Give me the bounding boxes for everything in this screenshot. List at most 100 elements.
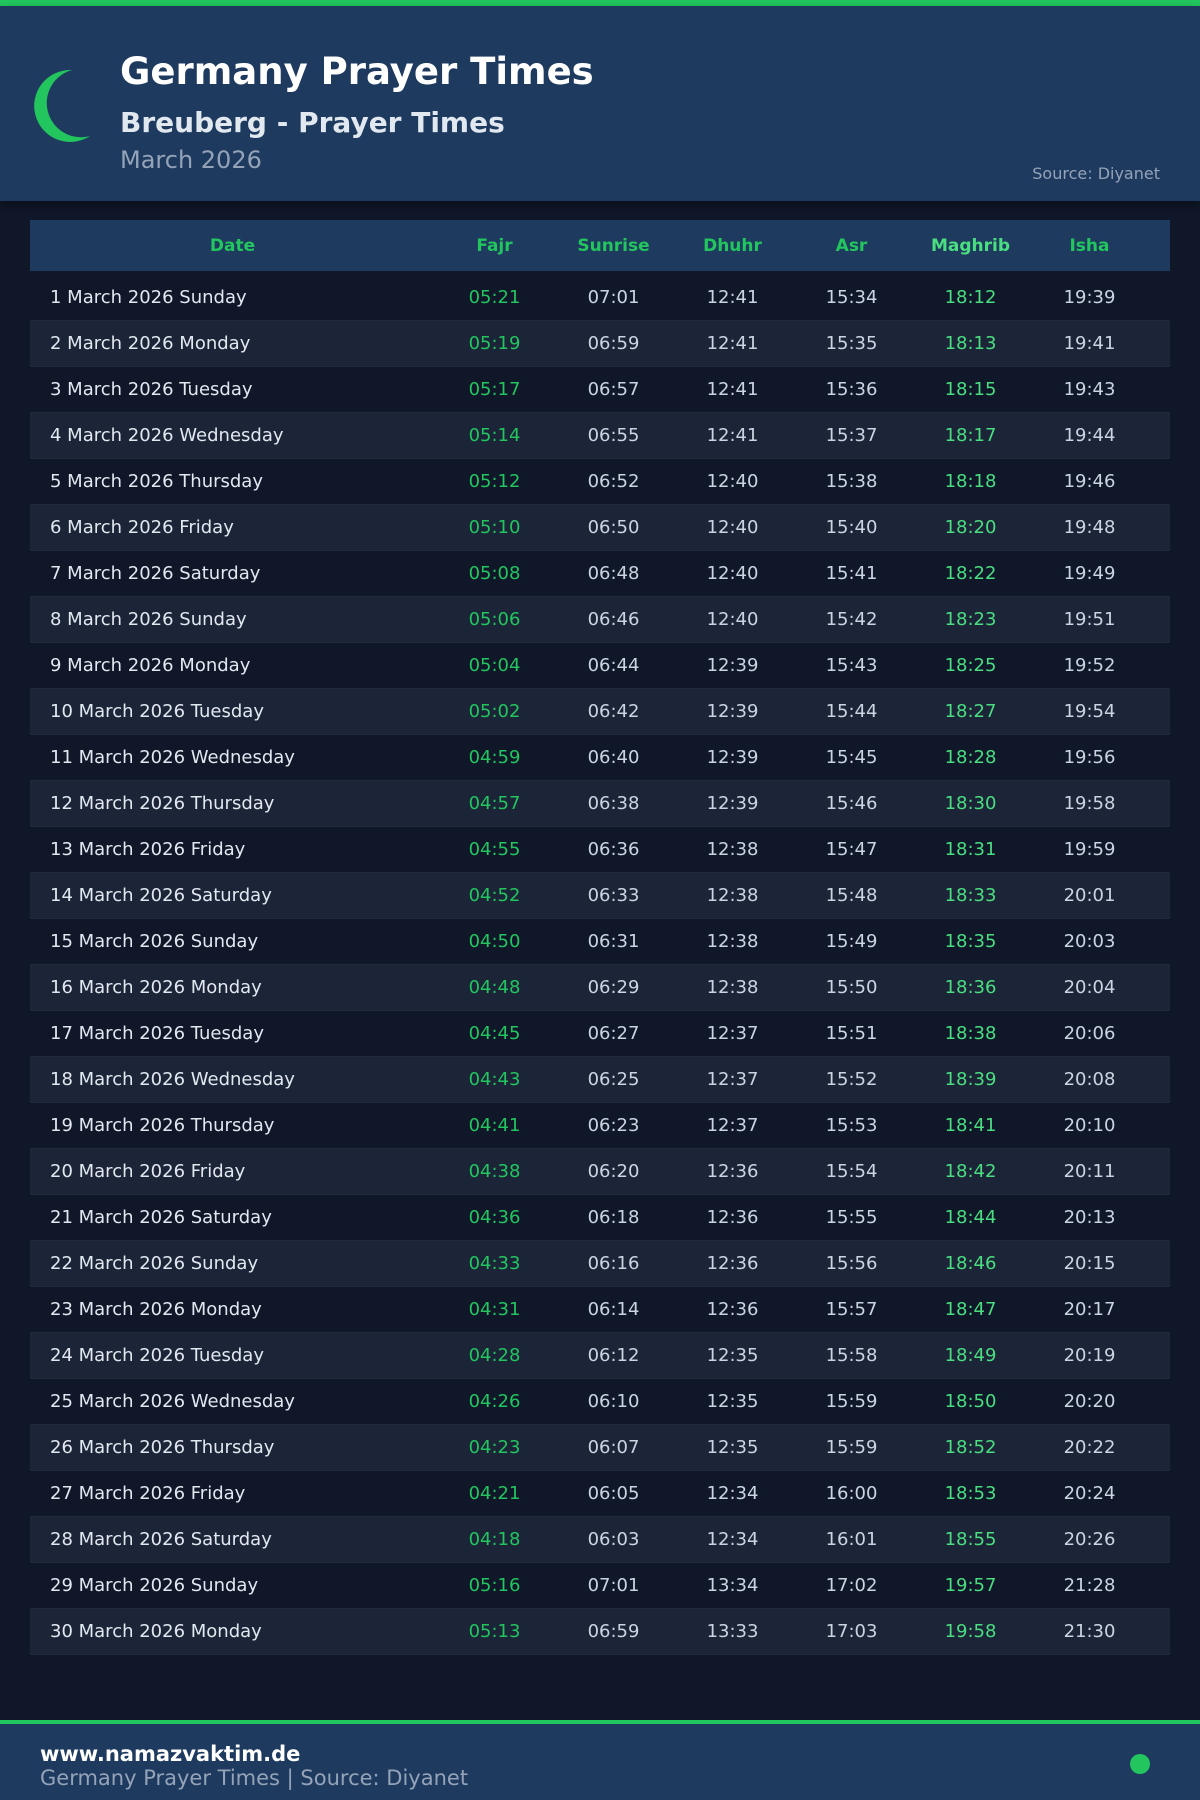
cell-sunrise: 07:01	[587, 287, 640, 308]
table-row: 1 March 2026 Sunday 05:21 07:01 12:41 15:34 1…	[30, 275, 1170, 321]
table-header-row: Date Fajr Sunrise Dhuhr Asr Maghrib Isha	[30, 220, 1170, 271]
cell-fajr: 05:16	[468, 1575, 521, 1596]
cell-date: 27 March 2026 Friday	[50, 1483, 246, 1504]
column-header-date: Date	[209, 235, 256, 256]
page-title: Germany Prayer Times	[120, 50, 594, 93]
cell-date: 7 March 2026 Saturday	[50, 563, 261, 584]
cell-isha: 19:54	[1063, 701, 1116, 722]
cell-asr: 16:00	[825, 1483, 878, 1504]
cell-asr: 15:48	[825, 885, 878, 906]
table-row: 9 March 2026 Monday 05:04 06:44 12:39 15:43 1…	[30, 643, 1170, 689]
cell-asr: 15:54	[825, 1161, 878, 1182]
cell-maghrib: 18:18	[944, 471, 997, 492]
prayer-times-table: Date Fajr Sunrise Dhuhr Asr Maghrib Isha 1 Mar…	[30, 220, 1170, 1655]
cell-asr: 15:46	[825, 793, 878, 814]
top-accent-bar	[0, 0, 1200, 6]
cell-maghrib: 18:44	[944, 1207, 997, 1228]
cell-dhuhr: 12:36	[706, 1253, 759, 1274]
cell-isha: 20:01	[1063, 885, 1116, 906]
cell-isha: 20:22	[1063, 1437, 1116, 1458]
page-header: Germany Prayer Times Breuberg - Prayer T…	[0, 6, 1200, 201]
cell-date: 10 March 2026 Tuesday	[50, 701, 264, 722]
cell-fajr: 05:21	[468, 287, 521, 308]
cell-fajr: 04:21	[468, 1483, 521, 1504]
cell-date: 25 March 2026 Wednesday	[50, 1391, 295, 1412]
cell-maghrib: 18:13	[944, 333, 997, 354]
cell-sunrise: 06:18	[587, 1207, 640, 1228]
cell-isha: 19:39	[1063, 287, 1116, 308]
cell-maghrib: 18:41	[944, 1115, 997, 1136]
cell-dhuhr: 12:38	[706, 931, 759, 952]
cell-isha: 19:43	[1063, 379, 1116, 400]
cell-maghrib: 18:46	[944, 1253, 997, 1274]
cell-isha: 21:28	[1063, 1575, 1116, 1596]
cell-fajr: 04:26	[468, 1391, 521, 1412]
cell-date: 26 March 2026 Thursday	[50, 1437, 275, 1458]
cell-sunrise: 06:07	[587, 1437, 640, 1458]
cell-sunrise: 06:20	[587, 1161, 640, 1182]
cell-maghrib: 18:52	[944, 1437, 997, 1458]
cell-dhuhr: 12:39	[706, 793, 759, 814]
cell-sunrise: 06:36	[587, 839, 640, 860]
cell-fajr: 05:13	[468, 1621, 521, 1642]
cell-asr: 15:43	[825, 655, 878, 676]
cell-dhuhr: 12:38	[706, 977, 759, 998]
cell-dhuhr: 13:33	[706, 1621, 759, 1642]
cell-sunrise: 06:44	[587, 655, 640, 676]
cell-fajr: 04:57	[468, 793, 521, 814]
cell-isha: 20:17	[1063, 1299, 1116, 1320]
cell-isha: 19:58	[1063, 793, 1116, 814]
cell-maghrib: 18:35	[944, 931, 997, 952]
cell-maghrib: 18:39	[944, 1069, 997, 1090]
cell-dhuhr: 12:37	[706, 1069, 759, 1090]
cell-sunrise: 06:27	[587, 1023, 640, 1044]
cell-sunrise: 06:14	[587, 1299, 640, 1320]
column-header-sunrise: Sunrise	[577, 235, 650, 256]
cell-sunrise: 06:25	[587, 1069, 640, 1090]
cell-dhuhr: 12:35	[706, 1391, 759, 1412]
footer-site-link[interactable]: www.namazvaktim.de	[40, 1742, 301, 1766]
table-row: 19 March 2026 Thursday 04:41 06:23 12:37 15:…	[30, 1103, 1170, 1149]
cell-asr: 15:55	[825, 1207, 878, 1228]
cell-date: 19 March 2026 Thursday	[50, 1115, 275, 1136]
cell-maghrib: 18:27	[944, 701, 997, 722]
cell-sunrise: 06:48	[587, 563, 640, 584]
cell-dhuhr: 12:41	[706, 379, 759, 400]
cell-fajr: 04:28	[468, 1345, 521, 1366]
table-row: 5 March 2026 Thursday 05:12 06:52 12:40 15:3…	[30, 459, 1170, 505]
table-row: 14 March 2026 Saturday 04:52 06:33 12:38 15:…	[30, 873, 1170, 919]
cell-dhuhr: 12:36	[706, 1161, 759, 1182]
cell-isha: 19:49	[1063, 563, 1116, 584]
cell-maghrib: 18:17	[944, 425, 997, 446]
cell-date: 2 March 2026 Monday	[50, 333, 251, 354]
cell-fajr: 05:04	[468, 655, 521, 676]
cell-fajr: 05:17	[468, 379, 521, 400]
table-row: 11 March 2026 Wednesday 04:59 06:40 12:39 15…	[30, 735, 1170, 781]
cell-sunrise: 06:59	[587, 333, 640, 354]
cell-maghrib: 18:15	[944, 379, 997, 400]
cell-sunrise: 06:50	[587, 517, 640, 538]
footer-tagline: Germany Prayer Times | Source: Diyanet	[40, 1766, 469, 1790]
table-row: 21 March 2026 Saturday 04:36 06:18 12:36 15:…	[30, 1195, 1170, 1241]
cell-date: 20 March 2026 Friday	[50, 1161, 246, 1182]
table-row: 25 March 2026 Wednesday 04:26 06:10 12:35 15…	[30, 1379, 1170, 1425]
cell-sunrise: 06:33	[587, 885, 640, 906]
cell-fajr: 05:02	[468, 701, 521, 722]
cell-date: 24 March 2026 Tuesday	[50, 1345, 264, 1366]
cell-isha: 19:46	[1063, 471, 1116, 492]
cell-isha: 19:51	[1063, 609, 1116, 630]
cell-date: 8 March 2026 Sunday	[50, 609, 247, 630]
table-row: 6 March 2026 Friday 05:10 06:50 12:40 15:40 1…	[30, 505, 1170, 551]
cell-asr: 17:02	[825, 1575, 878, 1596]
cell-asr: 15:35	[825, 333, 878, 354]
cell-sunrise: 06:29	[587, 977, 640, 998]
month-label: March 2026	[120, 146, 262, 174]
cell-dhuhr: 12:37	[706, 1023, 759, 1044]
cell-fajr: 04:18	[468, 1529, 521, 1550]
cell-maghrib: 18:31	[944, 839, 997, 860]
cell-asr: 15:58	[825, 1345, 878, 1366]
cell-sunrise: 06:10	[587, 1391, 640, 1412]
table-row: 22 March 2026 Sunday 04:33 06:16 12:36 15:56…	[30, 1241, 1170, 1287]
cell-dhuhr: 12:41	[706, 333, 759, 354]
cell-fajr: 04:59	[468, 747, 521, 768]
